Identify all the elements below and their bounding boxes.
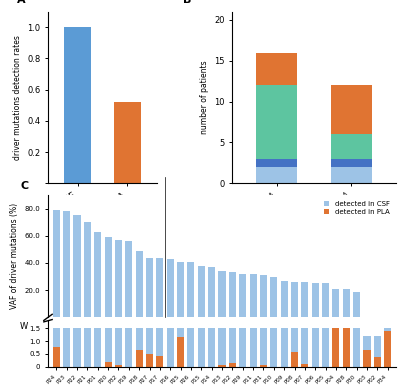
Bar xyxy=(239,274,246,317)
Bar xyxy=(125,241,132,317)
Bar xyxy=(331,134,372,159)
Bar xyxy=(281,328,288,367)
Bar xyxy=(229,328,236,367)
Bar xyxy=(250,328,257,367)
Bar xyxy=(136,350,143,367)
Bar xyxy=(198,266,205,317)
Bar xyxy=(63,328,70,367)
Bar xyxy=(115,328,122,367)
Bar xyxy=(291,352,298,367)
Bar xyxy=(239,328,246,367)
Bar xyxy=(291,328,298,367)
Bar xyxy=(187,262,194,317)
Bar xyxy=(281,281,288,317)
Bar xyxy=(136,251,143,317)
Bar xyxy=(229,273,236,317)
Bar xyxy=(94,328,101,367)
Text: C: C xyxy=(20,181,28,191)
Bar xyxy=(256,159,297,167)
Bar xyxy=(322,328,329,367)
Bar xyxy=(156,257,163,317)
Bar xyxy=(301,282,308,317)
Bar xyxy=(260,365,267,367)
Y-axis label: VAF of driver mutations (%): VAF of driver mutations (%) xyxy=(10,203,19,309)
Bar xyxy=(74,215,80,317)
Bar xyxy=(331,85,372,134)
Bar xyxy=(332,328,340,367)
Bar xyxy=(260,275,267,317)
Bar xyxy=(332,328,340,367)
Bar xyxy=(301,328,308,367)
Bar xyxy=(353,328,360,367)
Bar xyxy=(104,237,112,317)
Bar xyxy=(270,328,277,367)
Bar xyxy=(256,167,297,183)
Bar xyxy=(353,291,360,317)
Text: B: B xyxy=(183,0,192,5)
Bar xyxy=(125,328,132,367)
Bar xyxy=(156,356,163,367)
Bar xyxy=(332,289,340,317)
Bar xyxy=(53,347,60,367)
Bar xyxy=(167,328,174,367)
Bar xyxy=(156,328,163,367)
Bar xyxy=(343,328,350,367)
Bar xyxy=(64,27,92,183)
Bar xyxy=(146,328,153,367)
Bar xyxy=(104,328,112,367)
Bar xyxy=(256,85,297,159)
Bar xyxy=(177,337,184,367)
Bar xyxy=(146,257,153,317)
Y-axis label: driver mutations detection rates: driver mutations detection rates xyxy=(12,35,22,160)
Bar xyxy=(136,328,143,367)
Text: A: A xyxy=(18,0,26,5)
Bar xyxy=(229,363,236,367)
Bar xyxy=(312,284,319,317)
Bar xyxy=(146,354,153,367)
Bar xyxy=(104,362,112,367)
Bar xyxy=(167,259,174,317)
Bar xyxy=(115,240,122,317)
Bar xyxy=(374,336,381,367)
Bar xyxy=(256,53,297,85)
Bar xyxy=(331,159,372,167)
Bar xyxy=(53,210,60,317)
Bar xyxy=(115,365,122,367)
Bar xyxy=(208,328,215,367)
Bar xyxy=(322,284,329,317)
Bar xyxy=(250,274,257,317)
Text: W: W xyxy=(20,322,28,331)
Bar xyxy=(114,102,141,183)
Bar xyxy=(384,328,391,367)
Bar xyxy=(94,232,101,317)
Bar xyxy=(218,271,226,317)
Bar xyxy=(364,336,370,367)
Bar xyxy=(84,328,91,367)
Bar xyxy=(384,331,391,367)
Bar xyxy=(198,328,205,367)
Bar xyxy=(343,328,350,367)
Bar xyxy=(53,328,60,367)
Bar xyxy=(74,328,80,367)
Bar xyxy=(260,328,267,367)
Bar xyxy=(218,328,226,367)
Bar xyxy=(364,350,370,367)
Bar xyxy=(312,328,319,367)
Bar xyxy=(177,328,184,367)
Bar xyxy=(208,267,215,317)
Bar xyxy=(270,277,277,317)
Bar xyxy=(301,364,308,367)
Bar xyxy=(63,211,70,317)
Bar xyxy=(374,357,381,367)
Bar xyxy=(291,282,298,317)
Bar xyxy=(343,289,350,317)
Bar xyxy=(177,262,184,317)
Bar xyxy=(187,328,194,367)
Bar xyxy=(218,365,226,367)
Bar xyxy=(84,222,91,317)
Legend: detected in CSF, detected in PLA: detected in CSF, detected in PLA xyxy=(321,199,392,218)
Y-axis label: number of patients: number of patients xyxy=(200,61,208,134)
Bar xyxy=(331,167,372,183)
